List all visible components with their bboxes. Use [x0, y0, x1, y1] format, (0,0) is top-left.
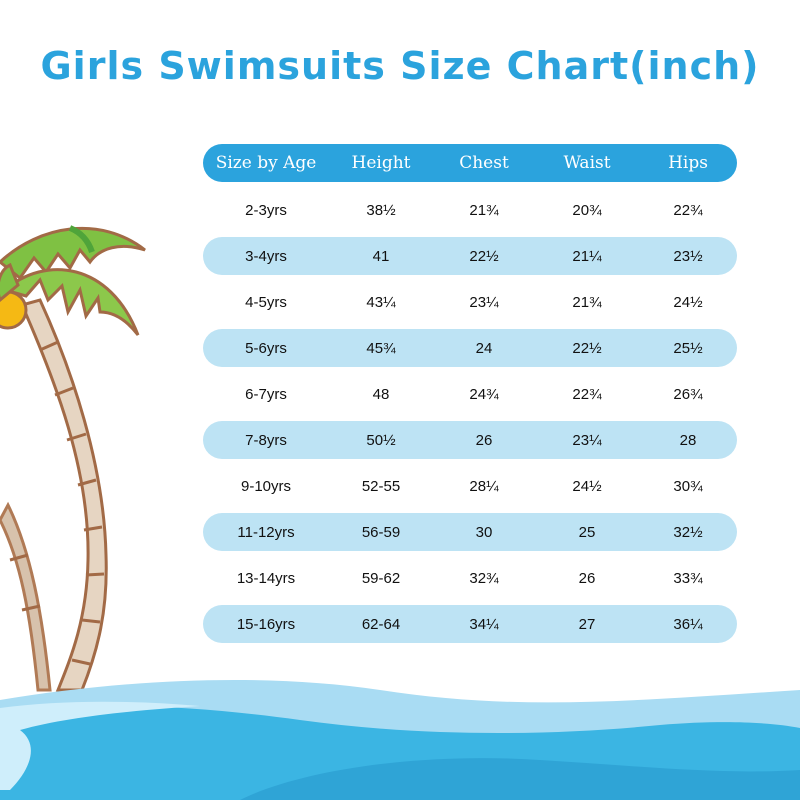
cell-chest: 28¼ — [469, 477, 499, 495]
cell-chest: 24 — [475, 339, 493, 357]
cell-hips: 23½ — [673, 247, 703, 265]
cell-chest: 23¼ — [469, 293, 499, 311]
wave-shade — [240, 758, 800, 800]
table-row: 6-7yrs 48 24¾ 22¾ 26¾ — [203, 375, 737, 413]
cell-waist: 25 — [578, 523, 596, 541]
cell-waist: 20¾ — [572, 201, 602, 219]
table-row: 11-12yrs 56-59 30 25 32½ — [203, 513, 737, 551]
cell-waist: 21¾ — [572, 293, 602, 311]
cell-age: 3-4yrs — [245, 247, 287, 265]
cell-height: 52-55 — [361, 477, 401, 495]
palm-leaf-left — [0, 262, 20, 302]
cell-hips: 24½ — [673, 293, 703, 311]
cell-height: 56-59 — [361, 523, 401, 541]
cell-hips: 32½ — [673, 523, 703, 541]
cell-height: 62-64 — [361, 615, 401, 633]
table-row: 15-16yrs 62-64 34¼ 27 36¼ — [203, 605, 737, 643]
trunk-rings — [9, 340, 105, 666]
cell-chest: 34¼ — [469, 615, 499, 633]
cell-waist: 27 — [578, 615, 596, 633]
cell-waist: 23¼ — [572, 431, 602, 449]
table-row: 7-8yrs 50½ 26 23¼ 28 — [203, 421, 737, 459]
table-row: 3-4yrs 41 22½ 21¼ 23½ — [203, 237, 737, 275]
cell-hips: 28 — [679, 431, 697, 449]
palm-leaf-top-stripe — [68, 225, 95, 254]
header-size-by-age: Size by Age — [215, 153, 317, 173]
page-title: Girls Swimsuits Size Chart(inch) — [40, 44, 760, 88]
cell-age: 4-5yrs — [245, 293, 287, 311]
cell-hips: 25½ — [673, 339, 703, 357]
cell-height: 45¾ — [366, 339, 396, 357]
cell-hips: 36¼ — [673, 615, 703, 633]
table-row: 5-6yrs 45¾ 24 22½ 25½ — [203, 329, 737, 367]
table-row: 4-5yrs 43¼ 23¼ 21¾ 24½ — [203, 283, 737, 321]
cell-chest: 21¾ — [469, 201, 499, 219]
cell-waist: 21¼ — [572, 247, 602, 265]
cell-chest: 24¾ — [469, 385, 499, 403]
cell-height: 43¼ — [366, 293, 396, 311]
wave-highlight — [0, 701, 200, 790]
cell-chest: 30 — [475, 523, 493, 541]
cell-chest: 26 — [475, 431, 493, 449]
table-row: 9-10yrs 52-55 28¼ 24½ 30¾ — [203, 467, 737, 505]
cell-age: 7-8yrs — [245, 431, 287, 449]
cell-waist: 22¾ — [572, 385, 602, 403]
size-chart-table: Size by Age Height Chest Waist Hips 2-3y… — [203, 144, 737, 651]
cell-height: 41 — [372, 247, 390, 265]
header-height: Height — [351, 153, 411, 173]
cell-waist: 24½ — [572, 477, 602, 495]
cell-height: 50½ — [366, 431, 396, 449]
cell-hips: 22¾ — [673, 201, 703, 219]
palm-trunk-back — [0, 501, 52, 692]
cell-age: 6-7yrs — [245, 385, 287, 403]
cell-age: 15-16yrs — [236, 615, 296, 633]
cell-height: 59-62 — [361, 569, 401, 587]
cell-height: 48 — [372, 385, 390, 403]
cell-age: 13-14yrs — [236, 569, 296, 587]
table-header: Size by Age Height Chest Waist Hips — [203, 144, 737, 182]
cell-waist: 26 — [578, 569, 596, 587]
cell-hips: 33¾ — [673, 569, 703, 587]
palm-leaf-top — [0, 226, 146, 281]
cell-age: 11-12yrs — [237, 523, 295, 541]
cell-hips: 26¾ — [673, 385, 703, 403]
table-row: 13-14yrs 59-62 32¾ 26 33¾ — [203, 559, 737, 597]
table-row: 2-3yrs 38½ 21¾ 20¾ 22¾ — [203, 191, 737, 229]
header-waist: Waist — [563, 153, 611, 173]
cell-age: 2-3yrs — [245, 201, 287, 219]
cell-waist: 22½ — [572, 339, 602, 357]
cell-age: 9-10yrs — [240, 477, 292, 495]
cell-hips: 30¾ — [673, 477, 703, 495]
cell-chest: 32¾ — [469, 569, 499, 587]
cell-age: 5-6yrs — [245, 339, 287, 357]
header-hips: Hips — [668, 153, 708, 173]
cell-chest: 22½ — [469, 247, 499, 265]
palm-leaf-right — [1, 268, 140, 336]
cell-height: 38½ — [366, 201, 396, 219]
header-chest: Chest — [459, 153, 509, 173]
